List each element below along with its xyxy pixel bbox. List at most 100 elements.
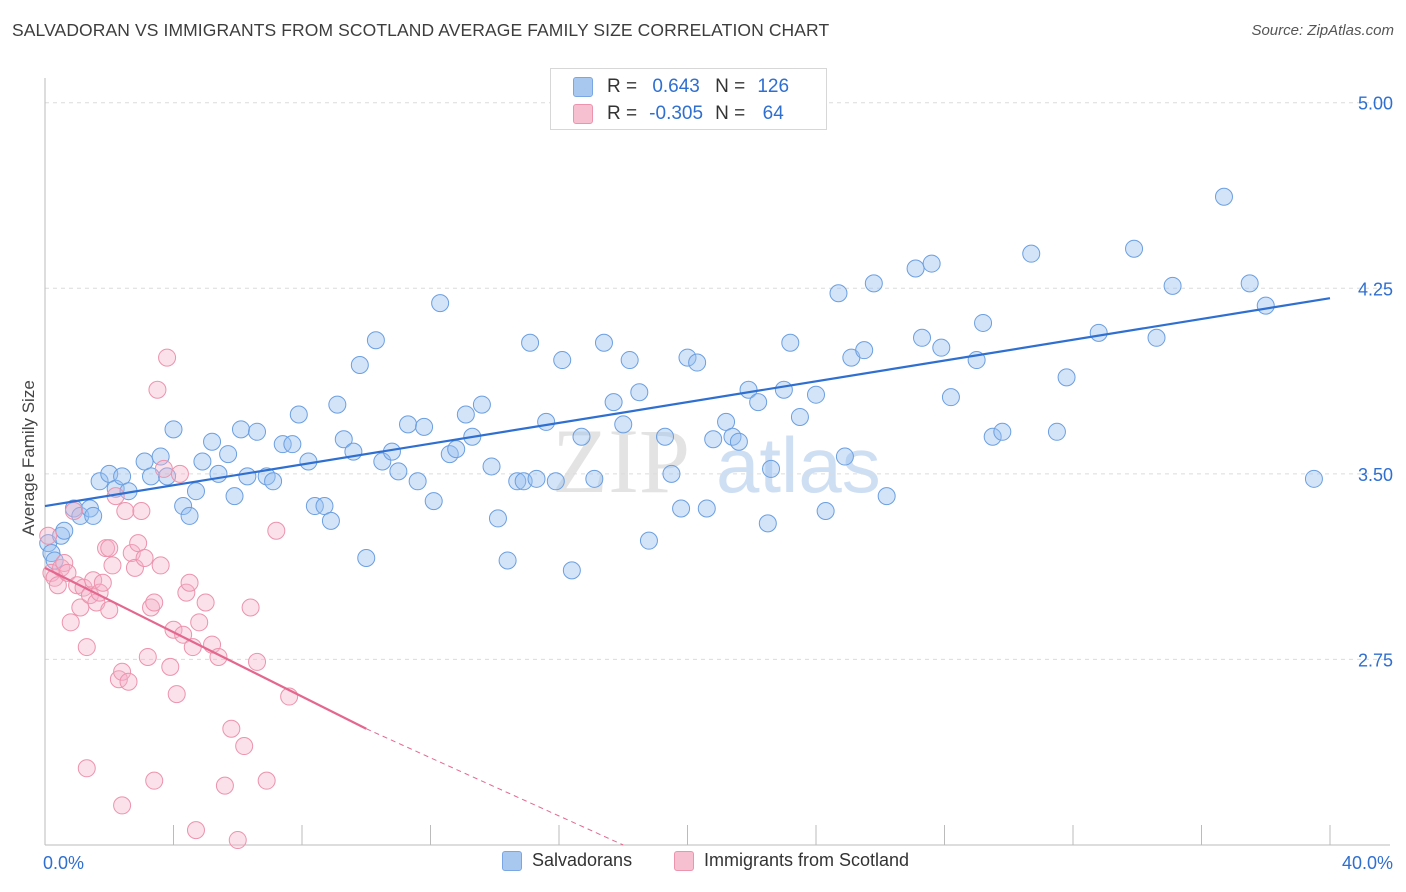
salvadorans-point [248,422,267,441]
salvadorans-point [614,415,633,434]
salvadorans-point [180,506,199,525]
scotland-point [135,548,154,567]
scotland-point [55,553,74,572]
source-label: Source: ZipAtlas.com [1251,22,1394,39]
scotland-point [132,501,151,520]
bottom-legend: Salvadorans Immigrants from Scotland [0,850,1406,880]
salvadorans-point [273,435,292,454]
salvadorans-point [974,313,993,332]
watermark-zip: ZIP [552,410,690,512]
salvadorans-point [835,447,854,466]
r-value: 0.643 [652,76,700,97]
salvadorans-point [84,506,103,525]
salvadorans-point [508,472,527,491]
scotland-point [100,539,119,558]
salvadorans-point [913,328,932,347]
scotland-point [186,821,205,840]
scotland-trendline [44,566,367,730]
salvadorans-point [829,284,848,303]
scotland-point [267,521,286,540]
salvadorans-point [807,385,825,404]
salvadorans-swatch [502,850,522,871]
salvadorans-point [704,430,723,449]
salvadorans-point [537,412,556,431]
scotland-swatch [573,104,593,124]
scotland-trendline-extension [366,728,624,846]
salvadorans-point [321,511,340,530]
salvadorans-point [546,472,565,491]
salvadorans-point [1022,244,1041,263]
salvadorans-point [1240,274,1259,293]
salvadorans-point [55,521,74,540]
scotland-point [158,348,177,367]
salvadorans-point [186,482,205,501]
salvadorans-point [906,259,925,278]
y-tick-label: 2.75 [1358,650,1393,670]
salvadorans-point [315,497,334,516]
stats-row-scotland: R = -0.305 N = 64 [551,100,801,128]
scotland-point [125,558,144,577]
scotland-point [235,737,254,756]
watermark-atlas: atlas [716,421,881,509]
scotland-point [148,380,167,399]
r-label: R = [607,76,638,97]
salvadorans-point [1147,328,1166,347]
scotland-point [142,598,161,617]
r-value: -0.305 [649,103,704,124]
salvadorans-point [697,499,716,518]
y-tick-label: 5.00 [1358,94,1393,114]
salvadorans-point [521,333,540,352]
scotland-point [100,600,119,619]
salvadorans-point [932,338,951,357]
salvadorans-point [983,427,1002,446]
salvadorans-point [604,393,623,412]
salvadorans-point [729,432,748,451]
salvadorans-point [203,432,222,451]
salvadorans-point [1125,239,1144,258]
scotland-point [215,776,234,795]
scotland-point [113,662,132,681]
salvadorans-point [488,509,507,528]
scotland-point [103,556,122,575]
n-label: N = [715,103,746,124]
salvadorans-point [219,445,238,464]
salvadorans-point [399,415,418,434]
scotland-point [257,771,276,790]
y-tick-label: 3.50 [1358,465,1393,485]
salvadorans-point [431,294,450,313]
salvadorans-point [373,452,392,471]
salvadorans-point [774,380,793,399]
scotland-point [77,759,96,778]
y-axis-title: Average Family Size [19,380,38,536]
scotland-point [190,613,209,632]
salvadorans-point [456,405,475,424]
scotland-point [228,831,247,850]
legend-item-scotland[interactable]: Immigrants from Scotland [674,850,909,871]
salvadorans-point [1214,187,1233,206]
scotland-point [61,613,80,632]
salvadorans-point [328,395,347,414]
scotland-point [170,464,189,483]
salvadorans-point [816,501,835,520]
salvadorans-point [283,435,302,454]
salvadorans-point [855,341,874,360]
salvadorans-point [762,459,781,478]
legend-item-salvadorans[interactable]: Salvadorans [502,850,632,871]
salvadorans-point [1089,323,1108,342]
scotland-point [116,501,135,520]
scotland-point [93,573,112,592]
salvadorans-point [1163,276,1182,295]
salvadorans-point [527,469,546,488]
salvadorans-point [357,548,376,567]
salvadorans-point [790,407,809,426]
scotland-point [196,593,215,612]
scotland-point [64,501,83,520]
salvadorans-point [238,467,257,486]
salvadorans-point [864,274,883,293]
scotland-point [77,638,96,657]
scotland-swatch [674,850,694,871]
salvadorans-point [415,417,434,436]
salvadorans-point [447,440,466,459]
legend-label: Salvadorans [532,850,633,870]
salvadorans-point [289,405,308,424]
